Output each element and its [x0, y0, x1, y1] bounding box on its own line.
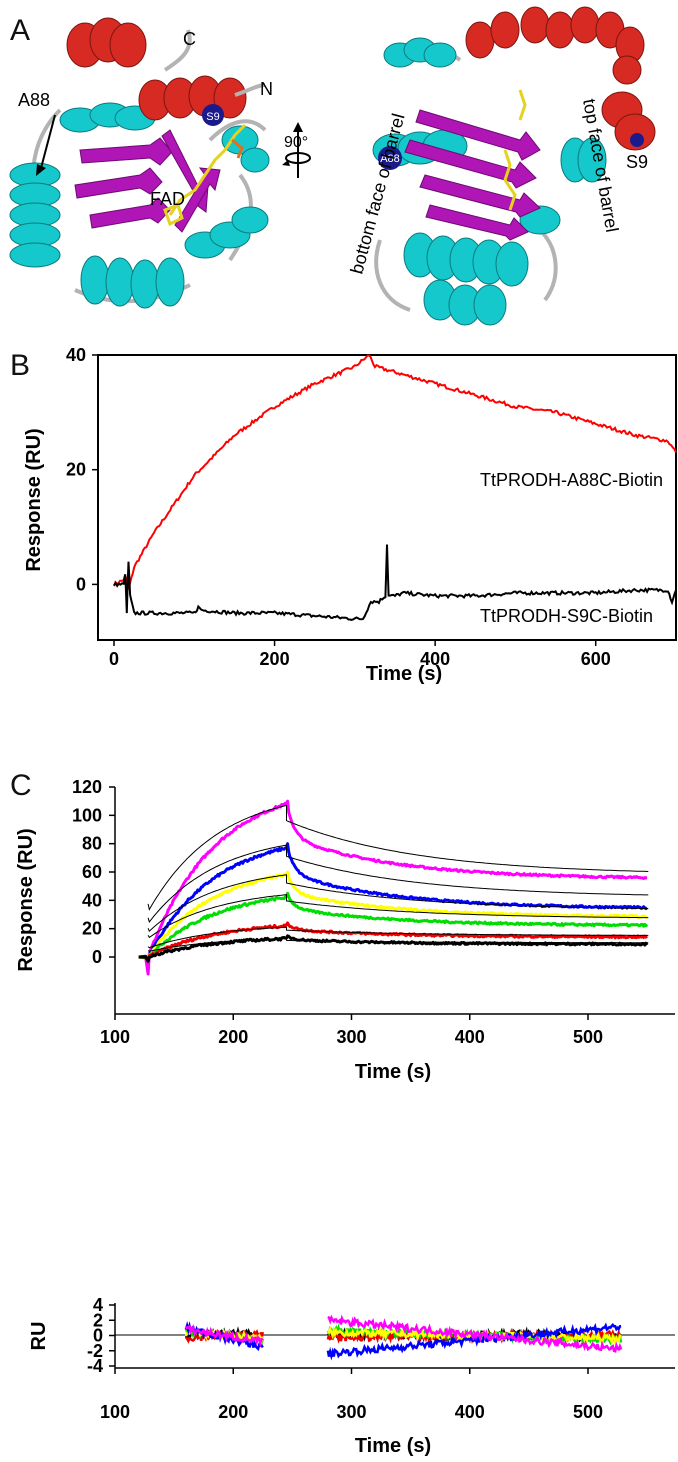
fad-cofactor-left	[163, 123, 247, 227]
panel-c-y-tick-label: 40	[82, 890, 102, 910]
c-terminus-label: C	[183, 29, 196, 49]
panel-c-x-tick-label: 200	[218, 1027, 248, 1047]
panel-b-plot-frame	[97, 354, 677, 641]
residuals-trace-5-segment-1	[327, 1314, 623, 1353]
panel-c-letter: C	[10, 769, 32, 802]
residuals-x-tick-label: 200	[218, 1402, 248, 1422]
a88-arrow-head	[36, 164, 46, 176]
residuals-x-tick-label: 300	[336, 1402, 366, 1422]
panel-c-x-axis-title: Time (s)	[355, 1061, 431, 1083]
panel-b-y-axis-title: Response (RU)	[23, 428, 45, 571]
legend-label-s9c: TtPRODH-S9C-Biotin	[480, 606, 653, 626]
panel-b-series-line-0	[113, 354, 677, 590]
residuals-x-tick-label: 500	[573, 1402, 603, 1422]
panel-c-x-tick-label: 500	[573, 1027, 603, 1047]
panel-c-x-tick-label: 400	[455, 1027, 485, 1047]
panel-c-fit-curve-0	[147, 804, 649, 911]
n-terminus-label: N	[260, 79, 273, 99]
c-terminal-loop	[163, 29, 192, 72]
a88-site-right	[378, 146, 402, 170]
panel-c-fit-curve-3	[147, 894, 649, 939]
residuals-x-tick-label: 400	[455, 1402, 485, 1422]
panel-b-x-tick-label: 0	[109, 649, 119, 669]
panel-c-y-tick-label: 60	[82, 862, 102, 882]
a88-marker-label-right: A88	[380, 153, 400, 165]
residuals-y-tick-label: 4	[93, 1295, 103, 1315]
rotation-angle-label: 90°	[284, 134, 308, 151]
residuals-y-tick-label: 2	[93, 1310, 103, 1330]
residuals-x-tick-label: 100	[100, 1402, 130, 1422]
panel-c-trace-3	[138, 891, 649, 963]
panel-b-x-tick-label: 600	[581, 649, 611, 669]
panel-c-chart: C 100 200 300 400 500 0 20 40 60 80 100 120 Time (s…	[10, 769, 675, 1083]
a88-arrow-shaft	[39, 114, 56, 173]
panel-c-fit-curve-2	[147, 874, 649, 933]
panel-b-y-tick-label: 20	[66, 460, 86, 480]
panel-b-letter: B	[10, 349, 30, 382]
panel-c-x-tick-label: 100	[100, 1027, 130, 1047]
panel-c-fit-curve-4	[147, 926, 649, 949]
panel-b-y-tick-label: 0	[76, 574, 86, 594]
panel-b-y-tick-label: 40	[66, 345, 86, 365]
beta-strands-right	[404, 109, 541, 241]
panel-c-y-axis-title: Response (RU)	[15, 828, 37, 971]
panel-b-x-axis-title: Time (s)	[366, 663, 442, 685]
panel-b-series-line-1	[113, 544, 677, 621]
structure-left-view: S9 C N A88 FAD	[9, 17, 273, 309]
residuals-y-tick-label: -4	[87, 1356, 103, 1376]
n-terminal-helix-left	[66, 17, 247, 121]
panel-c-y-tick-label: 0	[92, 947, 102, 967]
panel-c-trace-0	[138, 799, 648, 976]
residuals-trace-5-segment-0	[184, 1323, 264, 1348]
fad-cofactor-right	[503, 89, 527, 211]
panel-b-x-tick-label: 400	[420, 649, 450, 669]
panel-c-y-tick-label: 80	[82, 834, 102, 854]
panel-a-letter: A	[10, 14, 30, 47]
s9-marker-label-left: S9	[206, 111, 219, 123]
structure-right-view: A88 S9 bottom face of barrel top face of…	[347, 6, 656, 326]
helix-bundle-left	[9, 102, 270, 309]
legend-label-a88c: TtPRODH-A88C-Biotin	[480, 470, 663, 490]
s9-site-left	[202, 104, 224, 126]
s9-site-right	[630, 133, 644, 147]
n-terminal-helix-right	[465, 6, 656, 151]
panel-c-y-tick-label: 20	[82, 919, 102, 939]
helix-bundle-right	[372, 37, 607, 326]
panel-c-y-tick-label: 120	[72, 777, 102, 797]
panel-c-fit-curve-5	[147, 938, 649, 952]
fad-label: FAD	[150, 189, 185, 209]
residuals-y-axis-title: RU	[28, 1322, 50, 1351]
residuals-trace-4-segment-1	[326, 1322, 622, 1361]
panel-c-fit-curve-1	[147, 844, 649, 923]
panel-c-trace-2	[138, 870, 648, 963]
n-terminal-loop	[234, 83, 266, 97]
panel-c-trace-5	[138, 934, 649, 963]
rotation-symbol: 90°	[282, 122, 311, 178]
residuals-y-tick-label: 0	[93, 1326, 103, 1346]
panel-b-chart: B 0 200 400 600 0 20 40 TtPRODH-A88C-Biotin Tt…	[10, 345, 677, 685]
s9-label-right: S9	[626, 152, 648, 172]
panel-b-x-tick-label: 200	[260, 649, 290, 669]
panel-c-y-tick-label: 100	[72, 805, 102, 825]
residuals-x-axis-title: Time (s)	[355, 1435, 431, 1457]
a88-label-left: A88	[18, 90, 50, 110]
panel-a: A	[9, 6, 656, 326]
beta-strands-left	[74, 129, 221, 233]
residuals-y-tick-label: -2	[87, 1341, 103, 1361]
panel-c-x-tick-label: 300	[336, 1027, 366, 1047]
